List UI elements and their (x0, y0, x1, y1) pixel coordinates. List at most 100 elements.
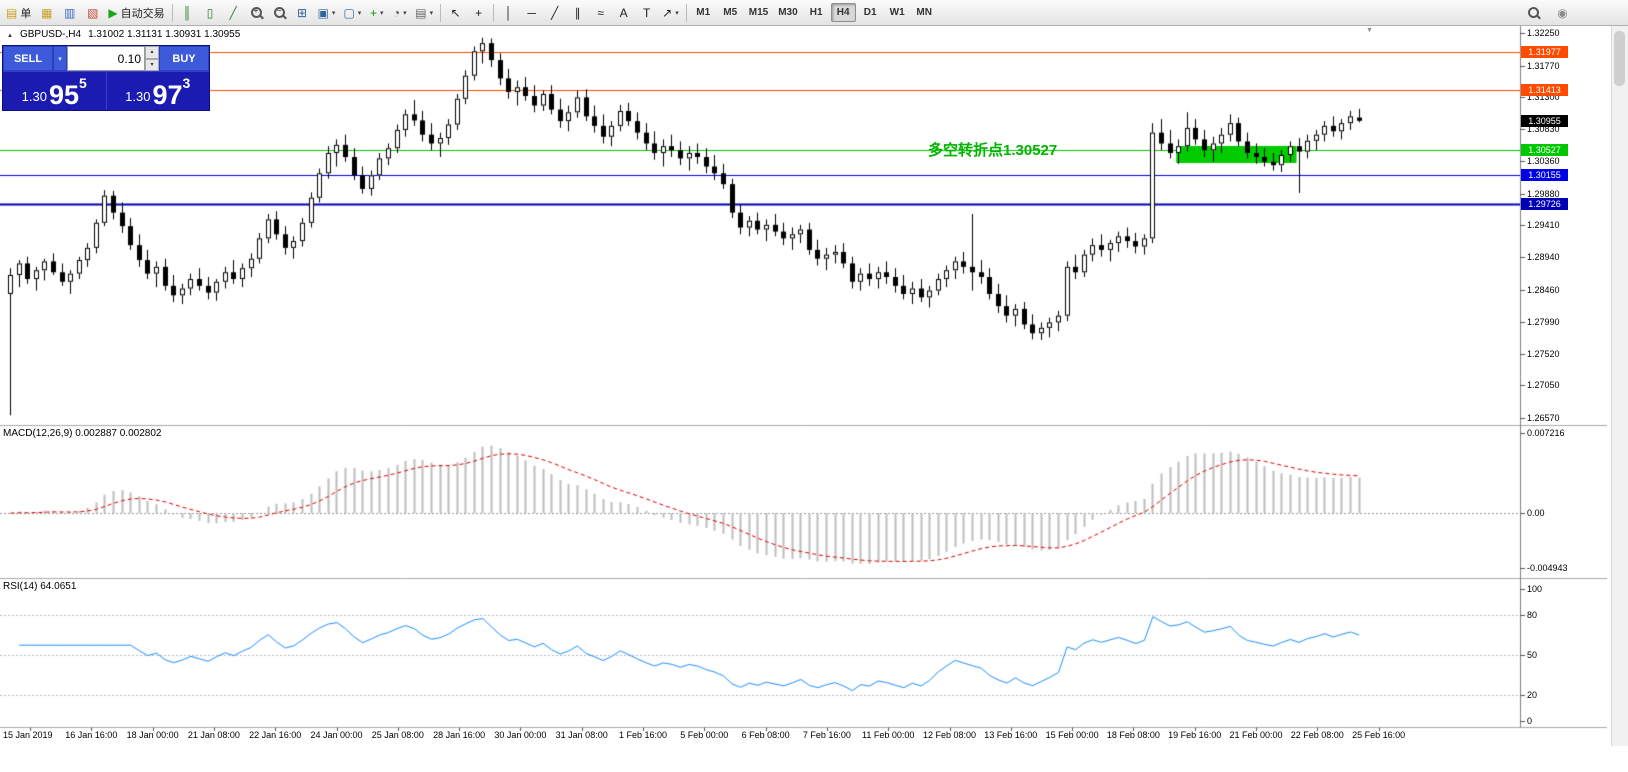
dropdown-caret-icon: ▾ (331, 9, 336, 17)
charts-icon: ▦ (41, 5, 53, 20)
templates-icon: ▤ (415, 5, 427, 20)
timeframe-w1-button[interactable]: W1 (885, 3, 910, 22)
tile-windows-button[interactable]: ⊞ (291, 2, 314, 24)
volume-input[interactable]: 0.10 (67, 46, 145, 71)
horizontal-line-button[interactable]: ─ (520, 2, 543, 24)
chart-bars-icon: ║ (182, 5, 192, 20)
price-tag: 1.30955 (1521, 114, 1568, 127)
time-axis-label: 30 Jan 00:00 (494, 730, 547, 740)
sell-price-button[interactable]: 1.30 95 5 (3, 72, 106, 110)
zoom-in-button[interactable] (245, 2, 268, 24)
window-marker-icon: ▲ (7, 33, 13, 39)
fibonacci-button[interactable]: ≈ (589, 2, 612, 24)
scrollbar-thumb[interactable] (1614, 31, 1625, 86)
autotrading-label: 自动交易 (120, 7, 165, 20)
time-axis-label: 22 Feb 08:00 (1290, 730, 1344, 740)
periods-button[interactable]: ◔ ▾ (388, 2, 411, 24)
chart-bars-button[interactable]: ║ (176, 2, 199, 24)
community-button[interactable]: ◉ (1551, 2, 1574, 24)
macd-axis-label: 0.00 (1527, 508, 1545, 519)
zoom-out-icon (273, 6, 285, 18)
periods-icon: ◔ (392, 5, 401, 20)
sell-button[interactable]: SELL (3, 46, 53, 71)
volume-dropdown-button[interactable]: ▾ (53, 46, 67, 71)
new-order-button[interactable]: ▤ 单 (2, 2, 35, 24)
search-button[interactable] (1522, 2, 1545, 24)
crosshair-button[interactable]: + (467, 2, 490, 24)
one-click-trading-panel: SELL ▾ 0.10 ▴ ▾ BUY 1.30 95 5 1.30 97 3 (2, 45, 210, 111)
timeframe-h4-button[interactable]: H4 (830, 3, 856, 22)
rsi-axis-label: 80 (1527, 610, 1538, 621)
equidistant-channel-button[interactable]: ∥ (566, 2, 589, 24)
price-axis[interactable]: 1.32250 1.31770 1.31300 1.30830 1.30360 1.298… (1520, 26, 1608, 728)
cursor-button[interactable]: ↖ (444, 2, 467, 24)
search-icon (1528, 7, 1539, 18)
sell-price-prefix: 1.30 (21, 89, 47, 104)
timeframe-d1-button[interactable]: D1 (858, 3, 883, 22)
toolbar-separator (493, 3, 495, 22)
cycle-profiles-button[interactable]: ▢ ▾ (339, 2, 365, 24)
text-label-button[interactable]: T (635, 2, 658, 24)
charts-button[interactable]: ▦ (35, 2, 58, 24)
timeframe-m30-button[interactable]: M30 (774, 3, 801, 22)
time-axis-label: 21 Feb 00:00 (1229, 730, 1283, 740)
dropdown-caret-icon: ▾ (429, 9, 434, 17)
chart-line-button[interactable]: ╱ (222, 2, 245, 24)
trend-line-icon: ╱ (551, 5, 559, 20)
buy-button[interactable]: BUY (159, 46, 209, 71)
navigator-button[interactable]: ▧ (81, 2, 104, 24)
market-watch-button[interactable]: ▥ (58, 2, 81, 24)
macd-axis-label: -0.004943 (1527, 563, 1568, 573)
time-axis-label: 21 Jan 08:00 (187, 730, 240, 740)
new-order-icon: ▤ (6, 5, 18, 20)
chart-header: ▲ GBPUSD-,H4 1.31002 1.31131 1.30931 1.3… (7, 29, 240, 40)
autotrading-button[interactable]: ▶ 自动交易 (104, 2, 168, 24)
indicators-button[interactable]: + ▾ (365, 2, 388, 24)
timeframe-m15-button[interactable]: M15 (745, 3, 772, 22)
rsi-axis-label: 20 (1527, 689, 1538, 700)
time-axis-label: 31 Jan 08:00 (555, 730, 608, 740)
time-axis-label: 12 Feb 08:00 (922, 730, 977, 740)
time-axis-label: 18 Jan 00:00 (126, 730, 179, 740)
time-axis-label: 18 Feb 08:00 (1106, 730, 1160, 740)
time-axis[interactable]: 15 Jan 2019 16 Jan 16:00 18 Jan 00:00 21 Ja… (0, 727, 1520, 745)
autotrading-icon: ▶ (108, 5, 118, 20)
price-axis-label: 1.31300 (1527, 92, 1560, 103)
community-icon: ◉ (1557, 5, 1568, 20)
buy-price-button[interactable]: 1.30 97 3 (107, 72, 210, 110)
time-axis-label: 16 Jan 16:00 (65, 730, 118, 740)
fibonacci-icon: ≈ (597, 5, 604, 20)
volume-down-button[interactable]: ▾ (145, 58, 159, 71)
timeframe-m1-button[interactable]: M1 (691, 3, 716, 22)
text-button[interactable]: A (612, 2, 635, 24)
time-axis-label: 7 Feb 16:00 (802, 730, 851, 740)
volume-up-button[interactable]: ▴ (145, 46, 159, 59)
vertical-scrollbar[interactable] (1611, 26, 1628, 746)
chart-annotation[interactable]: 多空转折点1.30527 (928, 142, 1058, 159)
chart-candles-button[interactable]: ▯ (199, 2, 222, 24)
zoom-out-button[interactable] (268, 2, 291, 24)
templates-button[interactable]: ▤ ▾ (411, 2, 437, 24)
auto-arrange-button[interactable]: ▣ ▾ (314, 2, 340, 24)
equidistant-channel-icon: ∥ (574, 5, 581, 20)
timeframe-m5-button[interactable]: M5 (718, 3, 743, 22)
price-axis-label: 1.29410 (1527, 220, 1560, 231)
text-label-icon: T (642, 5, 651, 20)
price-axis-label: 1.31770 (1527, 60, 1560, 71)
timeframe-mn-button[interactable]: MN (912, 3, 937, 22)
timeframe-h1-button[interactable]: H1 (804, 3, 829, 22)
price-divider (105, 72, 107, 110)
cycle-profiles-icon: ▢ (343, 5, 355, 20)
navigator-icon: ▧ (87, 5, 99, 20)
price-axis-label: 1.32250 (1527, 28, 1560, 38)
trend-line-button[interactable]: ╱ (543, 2, 566, 24)
buy-price-prefix: 1.30 (125, 89, 151, 104)
horizontal-line-icon: ─ (527, 5, 536, 20)
vertical-line-button[interactable]: │ (497, 2, 520, 24)
toolbar-separator (685, 3, 687, 22)
vertical-line-icon: │ (504, 5, 513, 20)
price-tag: 1.30527 (1521, 143, 1568, 156)
arrows-button[interactable]: ↗ ▾ (658, 2, 683, 24)
